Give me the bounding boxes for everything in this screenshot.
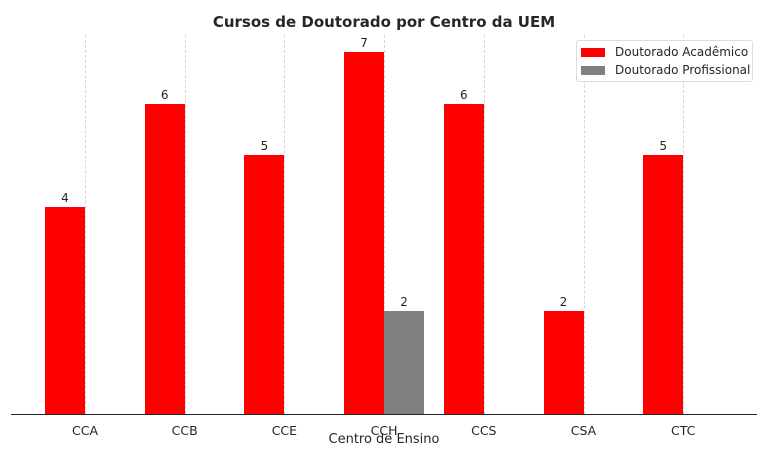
gridline: [184, 35, 186, 414]
bar-value-label: 4: [61, 191, 69, 206]
x-tick-label-cce: CCE: [271, 423, 298, 438]
x-tick-label-cca: CCA: [71, 423, 98, 438]
gridline: [384, 35, 386, 414]
gridline: [483, 35, 485, 414]
legend-swatch-academico: [581, 47, 605, 57]
legend: Doutorado Acadêmico Doutorado Profission…: [576, 40, 753, 82]
bar-academico-ccb: [144, 103, 185, 414]
bar-academico-ctc: [643, 155, 684, 414]
bar-value-label: 6: [160, 87, 169, 102]
legend-label-profissional: Doutorado Profissional: [615, 63, 751, 77]
x-tick-label-ccb: CCB: [171, 423, 198, 438]
bar-value-label: 5: [260, 139, 269, 154]
bar-profissional-cch: [384, 310, 425, 414]
bar-academico-csa: [543, 310, 584, 414]
legend-label-academico: Doutorado Acadêmico: [615, 45, 749, 59]
bar-academico-cch: [344, 52, 385, 414]
x-tick-label-ccs: CCS: [471, 423, 497, 438]
gridline: [583, 35, 585, 414]
chart-title: Cursos de Doutorado por Centro da UEM: [212, 13, 556, 31]
x-axis-line: [11, 414, 757, 415]
bar-value-label: 2: [559, 294, 568, 309]
gridline: [284, 35, 286, 414]
bar-value-label: 7: [360, 36, 368, 50]
x-tick-label-ctc: CTC: [671, 423, 696, 438]
legend-item-profissional: Doutorado Profissional: [581, 62, 750, 78]
gridline: [683, 35, 685, 414]
legend-item-academico: Doutorado Acadêmico: [581, 44, 748, 60]
gridline: [85, 35, 86, 414]
bar-academico-cca: [45, 207, 85, 414]
plot-area: 4 CCA 6 CCB 5 CCE 7 2 CCH 6 CCS 2 CSA 5 CTC: [11, 35, 757, 438]
bar-value-label: 5: [659, 139, 667, 154]
x-tick-label-csa: CSA: [570, 423, 597, 438]
bar-academico-ccs: [443, 103, 484, 414]
bar-value-label: 2: [400, 294, 408, 309]
legend-swatch-profissional: [581, 65, 605, 75]
x-axis-label: Centro de Ensino: [328, 432, 440, 447]
bar-academico-cce: [244, 155, 285, 414]
bar-value-label: 6: [459, 87, 468, 102]
x-tick-label-cch: CCH: [370, 423, 398, 438]
